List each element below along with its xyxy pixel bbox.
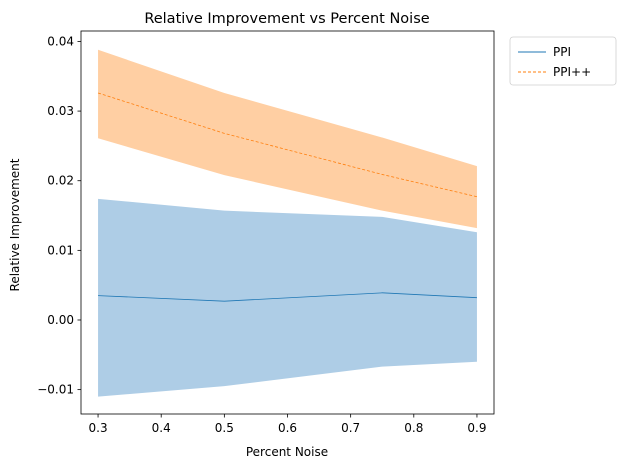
x-tick-label: 0.8 bbox=[404, 421, 423, 435]
x-tick-label: 0.6 bbox=[278, 421, 297, 435]
y-tick-label: 0.04 bbox=[47, 34, 74, 48]
x-tick-label: 0.4 bbox=[152, 421, 171, 435]
y-tick-label: 0.02 bbox=[47, 174, 74, 188]
series-line-ppi-plus-plus bbox=[97, 92, 478, 198]
y-axis-label: Relative Improvement bbox=[8, 158, 22, 291]
chart-title: Relative Improvement vs Percent Noise bbox=[144, 11, 429, 27]
axis-ticks: 0.3 0.4 0.5 0.6 0.7 0.8 0.9 −0.01 0.00 0.01 0.02 0.… bbox=[37, 34, 486, 435]
y-tick-label: 0.03 bbox=[47, 104, 74, 118]
x-axis-label: Percent Noise bbox=[246, 445, 328, 459]
plot-area bbox=[97, 49, 478, 397]
legend: PPI PPI++ bbox=[509, 36, 617, 86]
x-tick-label: 0.7 bbox=[341, 421, 360, 435]
legend-frame bbox=[509, 36, 617, 86]
confidence-band-ppi-plus-plus bbox=[98, 49, 477, 229]
series-line-ppi bbox=[98, 292, 477, 302]
y-tick-label: −0.01 bbox=[37, 383, 74, 397]
legend-label-ppi: PPI bbox=[553, 45, 571, 59]
x-tick-label: 0.5 bbox=[215, 421, 234, 435]
y-tick-label: 0.01 bbox=[47, 243, 74, 257]
x-tick-label: 0.3 bbox=[89, 421, 108, 435]
x-tick-label: 0.9 bbox=[467, 421, 486, 435]
legend-label-ppi-plus-plus: PPI++ bbox=[553, 65, 591, 79]
y-tick-label: 0.00 bbox=[47, 313, 74, 327]
